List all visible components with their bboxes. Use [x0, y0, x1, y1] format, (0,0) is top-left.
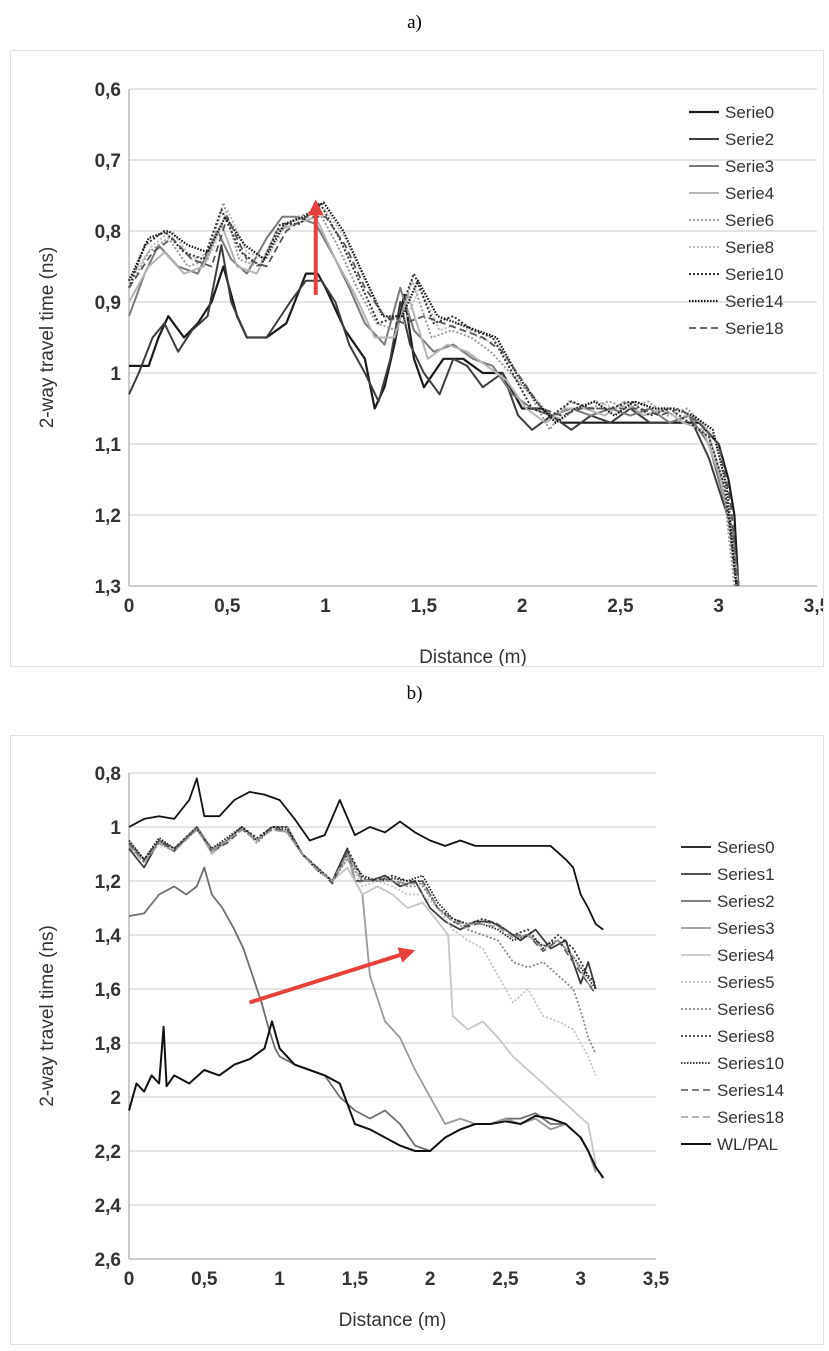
chart-b-y-tick-label: 2,6 — [95, 1250, 121, 1271]
chart-b-series-line-series2 — [128, 866, 605, 1179]
chart-b-red-arrow — [248, 947, 416, 1005]
chart-a-legend-label: Serie3 — [725, 157, 774, 176]
chart-b-series-line-series5 — [128, 826, 597, 1076]
chart-a-y-tick-label: 1 — [110, 364, 121, 385]
chart-b-x-tick-label: 0,5 — [191, 1269, 218, 1290]
chart-b-series-line-series18 — [128, 828, 597, 990]
chart-b-legend-label: Series10 — [717, 1054, 784, 1073]
chart-a-legend-label: Serie8 — [725, 238, 774, 257]
chart-a-y-tick-label: 0,9 — [95, 293, 121, 314]
chart-b-legend-label: Series8 — [717, 1027, 775, 1046]
chart-b-series-line-series10 — [128, 826, 597, 990]
chart-a-x-tick-label: 2 — [517, 596, 528, 617]
chart-b-legend-label: Series4 — [717, 946, 775, 965]
chart-a-legend-label: Serie14 — [725, 292, 784, 311]
chart-a-series-line-serie10 — [128, 201, 738, 587]
chart-b-legend-label: Series3 — [717, 919, 775, 938]
chart-a-x-tick-label: 1 — [320, 596, 331, 617]
panel-b-label: b) — [406, 683, 423, 704]
chart-a-y-axis-title: 2-way travel time (ns) — [37, 247, 58, 429]
chart-b-y-tick-label: 1,6 — [95, 980, 121, 1001]
chart-b-x-tick-label: 0 — [124, 1269, 135, 1290]
chart-a-legend-label: Serie0 — [725, 103, 774, 122]
chart-b-series-line-series0 — [128, 777, 604, 931]
chart-b-series-line-series14 — [128, 826, 597, 995]
chart-b-series-line-series6 — [128, 826, 597, 1055]
chart-b-y-tick-label: 2,4 — [95, 1196, 122, 1217]
chart-a-y-tick-label: 1,3 — [95, 577, 121, 598]
chart-b-legend-label: Series5 — [717, 973, 775, 992]
chart-a-frame: 0,6 0,7 0,8 0,9 1 1,1 1,2 1,30 0,5 1 1,5 2 2,5 3 3,5 Di… — [10, 50, 829, 668]
chart-a-legend-label: Serie10 — [725, 265, 784, 284]
chart-b-legend-label: WL/PAL — [717, 1135, 778, 1154]
chart-b-y-tick-label: 1 — [110, 818, 121, 839]
chart-a-legend-label: Serie6 — [725, 211, 774, 230]
chart-b-x-tick-label: 2,5 — [492, 1269, 519, 1290]
chart-b-y-axis-title: 2-way travel time (ns) — [37, 925, 58, 1107]
chart-a-y-tick-label: 0,8 — [95, 222, 121, 243]
chart-b-x-tick-label: 1,5 — [342, 1269, 369, 1290]
chart-b-legend-label: Series1 — [717, 865, 775, 884]
chart-a-series-line-serie18 — [128, 215, 740, 587]
chart-a-series-line-serie2 — [128, 244, 740, 587]
chart-b-x-tick-label: 3 — [575, 1269, 586, 1290]
chart-b-frame: 0,8 1 1,2 1,4 1,6 1,8 2 2,2 2,4 2,6 0 0,5 1 1,5 2 2,5 3 3… — [10, 735, 824, 1345]
chart-b-y-tick-label: 1,4 — [95, 926, 122, 947]
chart-b-series-line-series3 — [128, 826, 597, 1173]
chart-b-y-tick-label: 1,8 — [95, 1034, 121, 1055]
chart-b-y-tick-label: 0,8 — [95, 764, 121, 785]
chart-a-series-line-serie8 — [128, 208, 738, 587]
chart-a-x-tick-label: 0,5 — [214, 596, 241, 617]
chart-a: 0,6 0,7 0,8 0,9 1 1,1 1,2 1,30 0,5 1 1,5 2 2,5 3 3,5 Di… — [37, 80, 829, 668]
chart-a-legend-label: Serie2 — [725, 130, 774, 149]
chart-a-x-tick-label: 0 — [124, 596, 135, 617]
chart-b-series-line-series1 — [128, 826, 597, 990]
chart-a-x-tick-label: 3,5 — [804, 596, 823, 617]
chart-b-x-axis-title: Distance (m) — [339, 1310, 447, 1331]
panel-a-label: a) — [407, 12, 422, 33]
chart-a-series-line-serie0 — [129, 265, 740, 587]
chart-b-x-tick-label: 3,5 — [643, 1269, 670, 1290]
chart-a-series-line-serie4 — [128, 215, 740, 587]
chart-b-series-line-series8 — [128, 826, 597, 985]
chart-a-series-line-serie14 — [128, 201, 738, 587]
chart-a-legend-label: Serie18 — [725, 319, 784, 338]
chart-b-legend-label: Series2 — [717, 892, 775, 911]
chart-b-series-line-wl-pal — [128, 1020, 605, 1179]
chart-b-y-tick-label: 2 — [110, 1088, 121, 1109]
chart-b-legend-label: Series6 — [717, 1000, 775, 1019]
chart-a-legend-label: Serie4 — [725, 184, 774, 203]
chart-a-x-tick-label: 2,5 — [607, 596, 634, 617]
chart-a-x-tick-label: 3 — [713, 596, 724, 617]
chart-b-y-tick-label: 2,2 — [95, 1142, 121, 1163]
chart-b-legend-label: Series14 — [717, 1081, 784, 1100]
chart-a-x-tick-label: 1,5 — [411, 596, 438, 617]
chart-b-y-tick-label: 1,2 — [95, 872, 121, 893]
chart-a-x-axis-title: Distance (m) — [419, 647, 527, 666]
chart-a-series-line-serie6 — [128, 201, 736, 587]
chart-a-y-tick-label: 0,7 — [95, 151, 121, 172]
chart-b-legend-label: Series18 — [717, 1108, 784, 1127]
chart-b: 0,8 1 1,2 1,4 1,6 1,8 2 2,2 2,4 2,60 0,5 1 1,5 2 2,5 3 3… — [37, 764, 784, 1331]
chart-b-x-tick-label: 2 — [425, 1269, 436, 1290]
chart-a-series-line-serie3 — [128, 215, 740, 587]
chart-b-legend-label: Series0 — [717, 838, 775, 857]
chart-a-y-tick-label: 0,6 — [95, 80, 121, 101]
chart-a-y-tick-label: 1,2 — [95, 506, 121, 527]
chart-a-y-tick-label: 1,1 — [95, 435, 122, 456]
chart-b-x-tick-label: 1 — [274, 1269, 285, 1290]
